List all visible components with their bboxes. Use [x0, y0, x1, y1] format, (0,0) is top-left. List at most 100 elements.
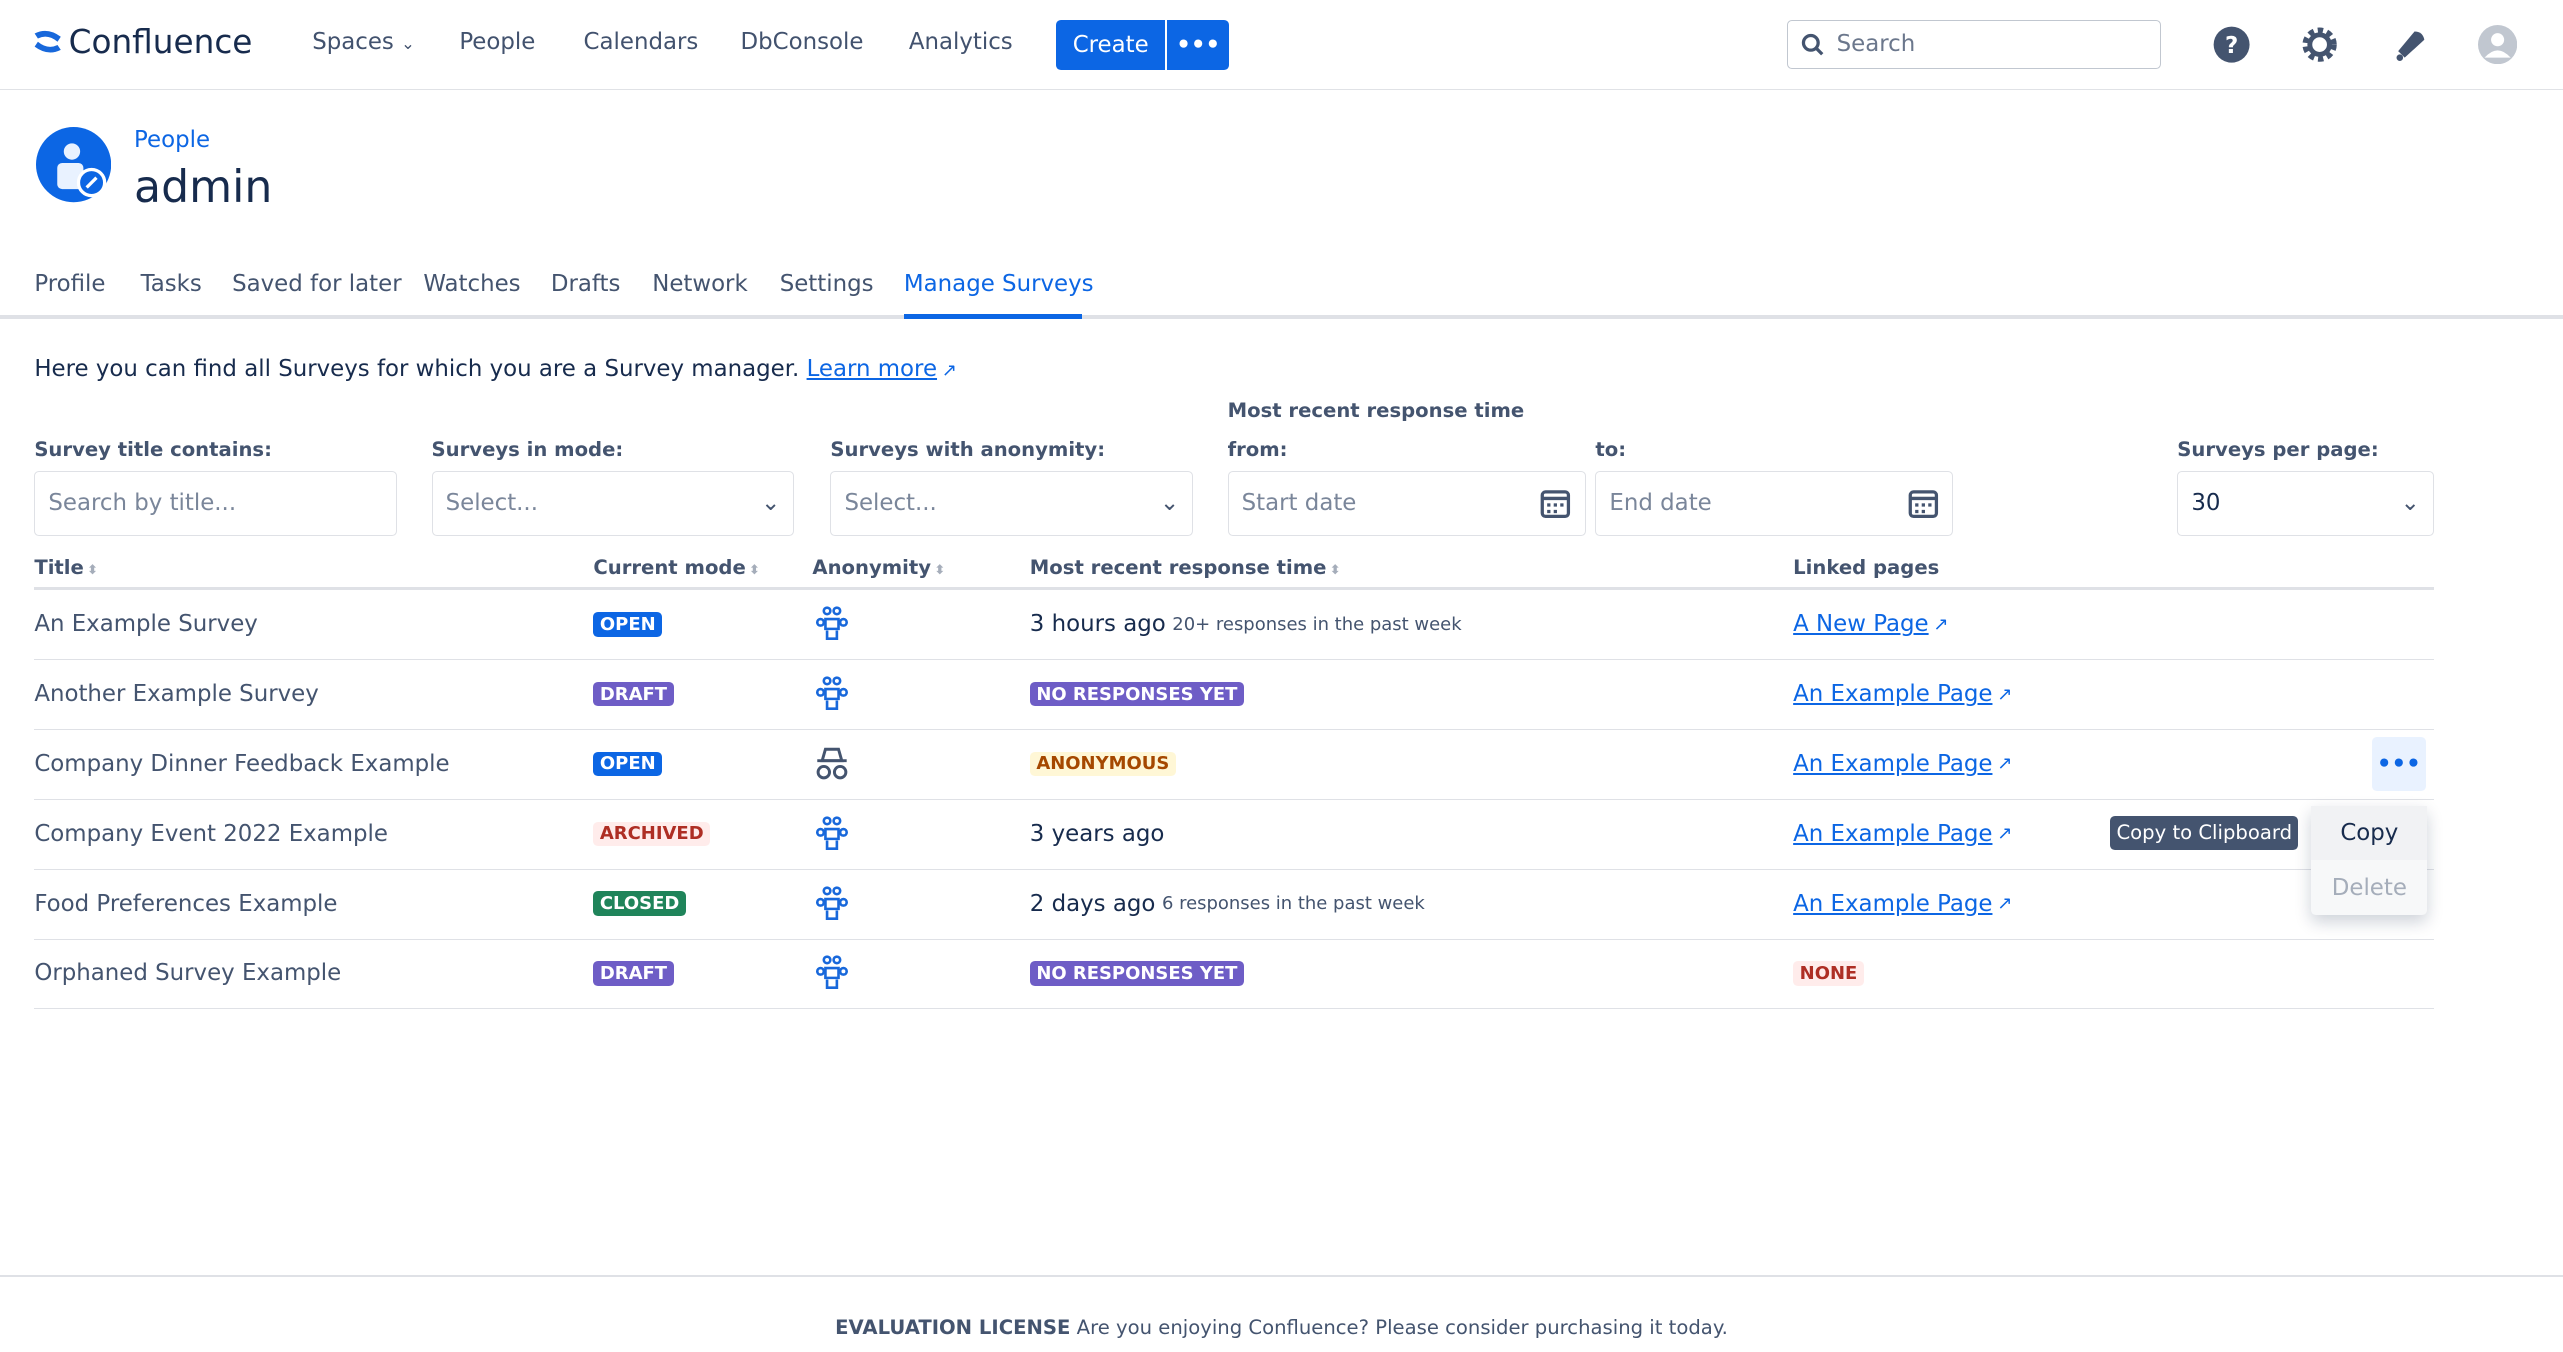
time-filter-group-label: Most recent response time	[1227, 398, 1525, 422]
linked-page-link[interactable]: An Example Page	[1793, 750, 1993, 777]
column-linked-pages: Linked pages	[1793, 555, 1940, 579]
sort-icon: ⬍	[87, 562, 99, 578]
create-button[interactable]: Create	[1055, 19, 1166, 71]
sort-icon: ⬍	[934, 562, 946, 578]
column-title[interactable]: Title ⬍	[34, 555, 99, 579]
response-status-badge: NO RESPONSES YET	[1029, 682, 1244, 707]
linked-page-link[interactable]: An Example Page	[1793, 681, 1993, 708]
breadcrumb-people[interactable]: People	[134, 127, 211, 154]
tab-watches[interactable]: Watches	[423, 271, 521, 298]
table-row: An Example Survey OPEN 3 hours ago 20+ re…	[34, 590, 2434, 661]
external-link-icon: ↗	[1997, 893, 2013, 915]
response-count-note: 20+ responses in the past week	[1172, 613, 1462, 635]
column-anonymity[interactable]: Anonymity ⬍	[812, 555, 946, 579]
table-row: Another Example Survey DRAFT NO RESPONSE…	[34, 660, 2434, 731]
external-link-icon: ↗	[941, 360, 957, 382]
tab-manage-surveys[interactable]: Manage Surveys	[903, 271, 1094, 298]
help-icon[interactable]: ?	[2212, 25, 2251, 64]
nav-analytics[interactable]: Analytics	[908, 29, 1013, 56]
response-time: 2 days ago	[1029, 890, 1156, 917]
footer-divider	[0, 1274, 2563, 1277]
survey-title[interactable]: An Example Survey	[34, 611, 258, 638]
menu-item-copy[interactable]: Copy	[2311, 805, 2428, 860]
to-label: to:	[1595, 438, 1627, 462]
no-linked-page-badge: NONE	[1793, 961, 1864, 986]
anonymity-filter-label: Surveys with anonymity:	[830, 438, 1106, 462]
response-time: 3 years ago	[1029, 820, 1165, 847]
table-row: Orphaned Survey Example DRAFT NO RESPONS…	[34, 939, 2434, 1010]
nav-spaces[interactable]: Spaces ⌄	[312, 29, 415, 56]
chevron-down-icon: ⌄	[2400, 490, 2420, 517]
response-count-note: 6 responses in the past week	[1161, 893, 1425, 915]
header-divider	[34, 586, 2434, 591]
survey-title[interactable]: Orphaned Survey Example	[34, 960, 342, 987]
nav-people[interactable]: People	[459, 29, 536, 56]
chevron-down-icon: ⌄	[761, 490, 781, 517]
create-more-button[interactable]: •••	[1167, 19, 1230, 71]
start-date-input[interactable]: Start date	[1227, 470, 1586, 537]
tab-tasks[interactable]: Tasks	[140, 271, 202, 298]
search-placeholder: Search	[1836, 31, 1916, 58]
learn-more-link[interactable]: Learn more	[806, 356, 938, 383]
response-status-badge: ANONYMOUS	[1029, 751, 1176, 777]
footer: EVALUATION LICENSE Are you enjoying Conf…	[0, 1316, 2563, 1339]
search-input[interactable]: Search	[1786, 19, 2161, 69]
external-link-icon: ↗	[1997, 823, 2013, 845]
user-avatar-icon[interactable]	[2478, 24, 2518, 64]
tab-settings[interactable]: Settings	[779, 271, 874, 298]
linked-page-link[interactable]: An Example Page	[1793, 890, 1993, 917]
mode-select[interactable]: Select... ⌄	[431, 470, 795, 537]
tab-drafts[interactable]: Drafts	[550, 271, 621, 298]
nav-dbconsole[interactable]: DbConsole	[740, 29, 864, 56]
tab-network[interactable]: Network	[652, 271, 748, 298]
external-link-icon: ↗	[1997, 683, 2013, 705]
survey-title[interactable]: Another Example Survey	[34, 681, 319, 708]
table-row: Food Preferences Example CLOSED 2 days a…	[34, 869, 2434, 940]
row-actions-button[interactable]: •••	[2371, 737, 2426, 792]
table-row: Company Event 2022 Example ARCHIVED 3 ye…	[34, 799, 2434, 870]
people-icon	[814, 590, 850, 659]
column-response-time[interactable]: Most recent response time ⬍	[1029, 555, 1341, 579]
profile-avatar-icon	[35, 127, 112, 203]
tabs-divider	[0, 315, 2563, 319]
people-icon	[814, 799, 850, 868]
mode-badge: ARCHIVED	[593, 821, 711, 846]
column-current-mode[interactable]: Current mode ⬍	[593, 555, 760, 579]
per-page-select[interactable]: 30 ⌄	[2177, 470, 2434, 537]
confluence-logo[interactable]: Confluence	[33, 23, 252, 61]
nav-calendars[interactable]: Calendars	[583, 29, 699, 56]
people-icon	[814, 660, 850, 729]
mode-badge: DRAFT	[593, 682, 674, 707]
tab-saved-for-later[interactable]: Saved for later	[232, 271, 402, 298]
sort-icon: ⬍	[749, 562, 760, 578]
calendar-icon[interactable]	[1539, 487, 1572, 520]
incognito-icon	[814, 730, 850, 799]
gear-icon[interactable]	[2300, 25, 2339, 64]
anonymity-select[interactable]: Select... ⌄	[830, 470, 1194, 537]
svg-text:?: ?	[2225, 32, 2238, 58]
people-icon	[814, 869, 850, 938]
mode-filter-label: Surveys in mode:	[431, 438, 624, 462]
tab-profile[interactable]: Profile	[34, 271, 106, 298]
mode-badge: OPEN	[593, 751, 663, 777]
calendar-icon[interactable]	[1907, 487, 1940, 520]
tooltip: Copy to Clipboard	[2110, 815, 2299, 850]
survey-title[interactable]: Company Event 2022 Example	[34, 820, 388, 847]
end-date-input[interactable]: End date	[1595, 470, 1954, 537]
top-nav: Confluence Spaces ⌄ People Calendars DbC…	[0, 0, 2563, 90]
search-icon	[1801, 33, 1824, 56]
linked-page-link[interactable]: A New Page	[1793, 611, 1929, 638]
sort-icon: ⬍	[1329, 562, 1341, 578]
intro-text: Here you can find all Surveys for which …	[34, 356, 957, 383]
notification-bell-icon[interactable]	[2390, 25, 2429, 64]
survey-title[interactable]: Food Preferences Example	[34, 890, 338, 917]
from-label: from:	[1227, 438, 1288, 462]
menu-item-delete[interactable]: Delete	[2331, 874, 2407, 901]
title-search-input[interactable]: Search by title...	[34, 470, 398, 537]
survey-title[interactable]: Company Dinner Feedback Example	[34, 750, 450, 777]
people-icon	[814, 939, 850, 1008]
mode-badge: CLOSED	[593, 891, 686, 916]
external-link-icon: ↗	[1933, 613, 1949, 635]
linked-page-link[interactable]: An Example Page	[1793, 820, 1993, 847]
per-page-label: Surveys per page:	[2177, 438, 2379, 462]
